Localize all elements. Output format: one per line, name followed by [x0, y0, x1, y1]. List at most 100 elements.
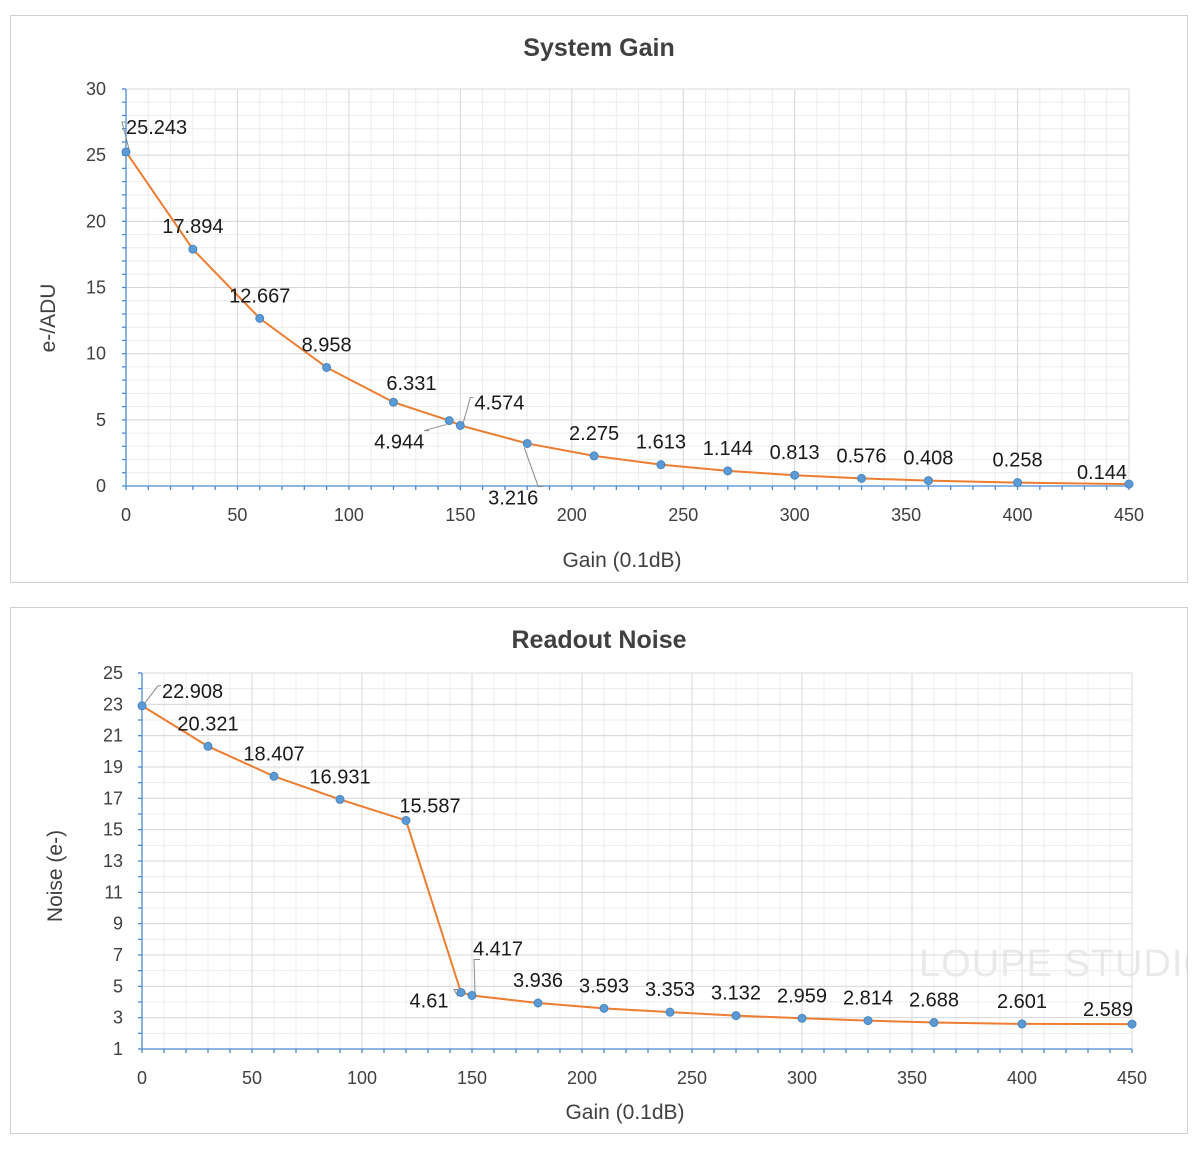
x-tick-label: 200 — [567, 1068, 597, 1088]
data-label: 4.417 — [473, 938, 523, 960]
y-axis-label: e-/ADU — [37, 284, 60, 353]
data-label: 3.593 — [579, 975, 629, 997]
system-gain-chart: System Gain Gain (0.1dB) e-/ADU 0 50 100 15… — [10, 15, 1188, 583]
x-tick-label: 250 — [677, 1068, 707, 1088]
series-line — [125, 151, 1130, 486]
x-tick-label: 400 — [1007, 1068, 1037, 1088]
data-label: 18.407 — [243, 743, 304, 765]
system-gain-plot: System Gain Gain (0.1dB) e-/ADU 0 50 100 15… — [37, 34, 1144, 572]
x-tick-label: 50 — [242, 1068, 262, 1088]
leader-line — [523, 447, 544, 487]
y-axis-label: Noise (e-) — [44, 830, 67, 922]
data-point — [137, 701, 147, 711]
data-point — [790, 470, 800, 480]
data-label: 16.931 — [309, 766, 370, 788]
data-point — [269, 771, 279, 781]
x-tick-label: 250 — [668, 505, 698, 525]
data-point — [863, 1016, 873, 1026]
x-tick-label: 450 — [1114, 505, 1144, 525]
y-tick-label: 9 — [113, 914, 123, 934]
data-point — [665, 1007, 675, 1017]
x-tick-label: 0 — [137, 1068, 147, 1088]
data-label: 2.959 — [777, 985, 827, 1007]
data-label: 3.353 — [645, 979, 695, 1001]
readout-noise-plot: Readout Noise Gain (0.1dB) Noise (e-) LO… — [44, 626, 1187, 1124]
data-label: 0.258 — [993, 450, 1043, 472]
y-tick-label: 10 — [86, 344, 106, 364]
y-tick-label: 25 — [86, 145, 106, 165]
y-tick-label: 0 — [96, 476, 106, 496]
data-point — [121, 147, 131, 157]
data-point — [857, 473, 867, 483]
x-tick-label: 100 — [347, 1068, 377, 1088]
data-point — [467, 990, 477, 1000]
x-tick-label: 350 — [897, 1068, 927, 1088]
y-tick-label: 21 — [103, 726, 123, 746]
data-point — [533, 998, 543, 1008]
x-axis-label: Gain (0.1dB) — [562, 549, 681, 572]
data-label: 0.144 — [1077, 462, 1127, 484]
y-tick-label: 11 — [104, 882, 123, 902]
leader-line — [462, 396, 474, 423]
data-label: 2.601 — [997, 991, 1047, 1013]
y-tick-label: 7 — [113, 945, 123, 965]
y-tick-label: 3 — [113, 1008, 123, 1028]
data-point — [203, 741, 213, 751]
data-point — [444, 416, 454, 426]
data-point — [255, 313, 265, 323]
data-label: 2.589 — [1083, 999, 1133, 1021]
y-tick-label: 30 — [86, 79, 106, 99]
data-label: 15.587 — [399, 795, 460, 817]
data-point — [322, 362, 332, 372]
y-tick-label: 13 — [103, 851, 123, 871]
y-tick-label: 23 — [103, 694, 123, 714]
data-label: 4.574 — [474, 392, 524, 414]
data-point — [731, 1011, 741, 1021]
data-point — [456, 987, 466, 997]
x-tick-label: 150 — [445, 505, 475, 525]
data-point — [335, 794, 345, 804]
data-point — [797, 1013, 807, 1023]
leader-line — [453, 988, 459, 997]
data-point — [188, 244, 198, 254]
data-label: 0.408 — [903, 448, 953, 470]
data-label: 2.814 — [843, 988, 893, 1010]
y-tick-label: 20 — [86, 211, 106, 231]
x-tick-label: 300 — [787, 1068, 817, 1088]
leader-line — [121, 121, 130, 150]
data-label: 3.936 — [513, 970, 563, 992]
y-tick-label: 15 — [103, 820, 123, 840]
data-label: 22.908 — [162, 681, 223, 703]
leader-line — [473, 958, 480, 993]
data-label: 2.688 — [909, 990, 959, 1012]
data-point — [923, 476, 933, 486]
data-label: 0.813 — [770, 442, 820, 464]
data-point — [1017, 1019, 1027, 1029]
data-label: 25.243 — [126, 117, 187, 139]
y-tick-label: 5 — [113, 976, 123, 996]
y-tick-label: 19 — [103, 757, 123, 777]
data-label: 4.61 — [410, 990, 449, 1012]
x-tick-label: 450 — [1117, 1068, 1147, 1088]
data-label: 17.894 — [162, 216, 223, 238]
data-label: 1.144 — [703, 438, 753, 460]
data-point — [656, 460, 666, 470]
leader-line — [144, 685, 161, 704]
watermark: LOUPE STUDIO — [919, 943, 1187, 985]
data-label: 4.944 — [374, 432, 424, 454]
data-point — [1013, 478, 1023, 488]
x-tick-label: 350 — [891, 505, 921, 525]
y-tick-label: 15 — [86, 278, 106, 298]
readout-noise-chart: Readout Noise Gain (0.1dB) Noise (e-) LO… — [10, 607, 1188, 1134]
data-label: 8.958 — [302, 334, 352, 356]
x-tick-label: 0 — [121, 505, 131, 525]
x-axis-label: Gain (0.1dB) — [565, 1101, 684, 1124]
data-point — [929, 1018, 939, 1028]
data-point — [401, 815, 411, 825]
data-label: 1.613 — [636, 432, 686, 454]
x-tick-label: 100 — [334, 505, 364, 525]
leader-line — [424, 424, 447, 432]
x-tick-label: 300 — [780, 505, 810, 525]
data-label: 12.667 — [229, 285, 290, 307]
y-tick-label: 1 — [113, 1039, 123, 1059]
